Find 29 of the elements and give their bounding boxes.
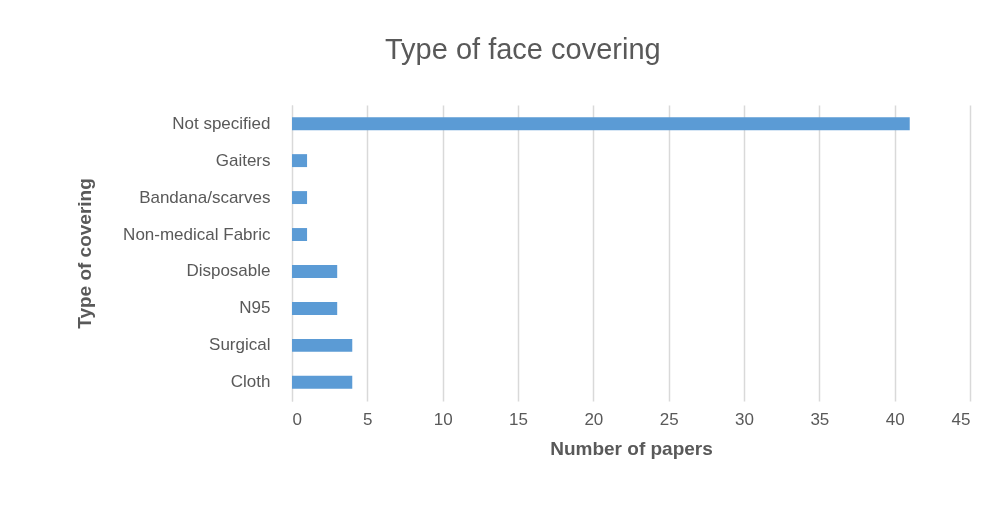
x-tick-label: 10 [433, 409, 453, 429]
x-tick-label: 45 [951, 409, 971, 429]
y-tick-label: Cloth [230, 372, 271, 392]
y-tick-label: Disposable [186, 261, 271, 281]
bar [292, 301, 338, 315]
y-tick-label: Non-medical Fabric [123, 224, 271, 244]
y-tick-label: Gaiters [215, 150, 271, 170]
x-tick-label: 20 [584, 409, 604, 429]
x-tick-label: 25 [659, 409, 679, 429]
y-tick-label: Surgical [209, 335, 271, 355]
bar [292, 117, 910, 131]
x-tick-label: 15 [509, 409, 528, 429]
x-tick-label: 35 [810, 409, 830, 429]
y-tick-label: Bandana/scarves [139, 187, 271, 207]
bar [292, 228, 308, 241]
x-tick-label: 0 [292, 409, 302, 429]
chart-title: Type of face covering [384, 33, 661, 65]
x-tick-label: 5 [363, 409, 373, 429]
y-tick-label: Not specified [172, 113, 271, 133]
bar [292, 338, 353, 352]
x-tick-label: 30 [735, 409, 754, 429]
x-axis-title: Number of papers [550, 437, 713, 459]
y-axis-title: Type of covering [74, 178, 96, 329]
bar [292, 265, 338, 278]
bar [292, 375, 353, 389]
bar [292, 154, 308, 168]
x-tick-label: 40 [885, 409, 905, 429]
y-tick-label: N95 [239, 298, 271, 318]
bar [292, 191, 308, 205]
